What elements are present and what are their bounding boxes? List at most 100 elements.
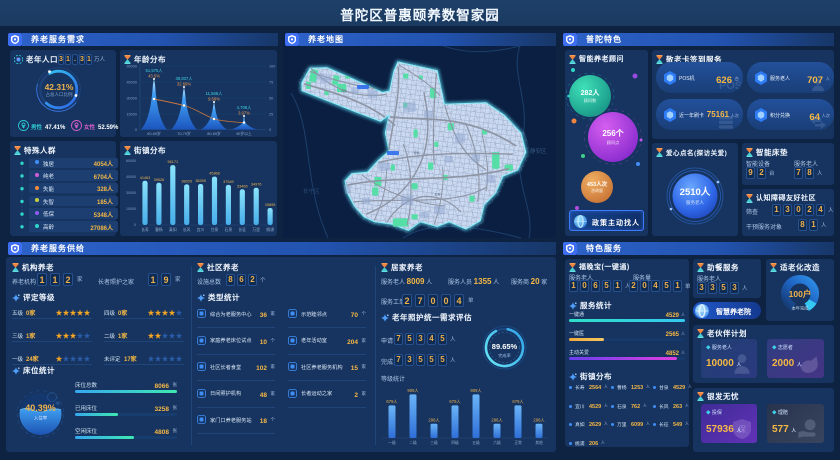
svg-text:★: ★	[63, 308, 70, 318]
svg-text:★: ★	[148, 308, 155, 318]
svg-text:入住率: 入住率	[34, 415, 48, 422]
svg-text:80-89岁: 80-89岁	[207, 131, 221, 137]
svg-text:★: ★	[70, 308, 77, 318]
svg-text:50: 50	[269, 97, 273, 102]
svg-text:60000: 60000	[126, 159, 136, 164]
svg-text:服务老人: 服务老人	[686, 199, 704, 206]
svg-text:9.58%: 9.58%	[208, 97, 220, 103]
svg-text:★: ★	[169, 331, 176, 341]
svg-text:正常: 正常	[514, 440, 522, 446]
svg-text:60000: 60000	[126, 65, 137, 70]
svg-text:33465: 33465	[237, 184, 248, 189]
svg-text:0: 0	[269, 128, 271, 133]
svg-text:★: ★	[162, 331, 169, 341]
svg-text:本年完成: 本年完成	[792, 305, 809, 312]
svg-text:★: ★	[155, 308, 162, 318]
svg-text:453人次: 453人次	[587, 180, 608, 188]
svg-text:★: ★	[77, 308, 84, 318]
svg-text:43.5%: 43.5%	[148, 74, 160, 80]
svg-text:75: 75	[269, 81, 273, 86]
svg-text:25: 25	[269, 113, 273, 118]
svg-text:38,837人: 38,837人	[176, 76, 194, 82]
svg-text:甘泉: 甘泉	[211, 227, 219, 233]
svg-text:296人: 296人	[428, 417, 440, 423]
svg-text:★: ★	[148, 331, 155, 341]
svg-text:679人: 679人	[386, 399, 398, 405]
svg-text:其他: 其他	[535, 440, 543, 446]
svg-text:56171: 56171	[168, 160, 179, 165]
svg-text:30000: 30000	[126, 191, 136, 196]
svg-text:★: ★	[63, 354, 70, 364]
svg-text:★: ★	[162, 354, 169, 364]
svg-text:★: ★	[84, 331, 91, 341]
svg-text:曹杨: 曹杨	[155, 227, 163, 233]
svg-text:一级: 一级	[388, 440, 396, 446]
svg-text:282人: 282人	[581, 88, 601, 98]
svg-text:100: 100	[269, 65, 275, 70]
svg-text:38029: 38029	[181, 179, 192, 184]
svg-text:★: ★	[56, 331, 63, 341]
svg-text:★: ★	[84, 308, 91, 318]
svg-text:40.39%: 40.39%	[25, 401, 56, 414]
svg-text:★: ★	[176, 331, 183, 341]
svg-text:静安区: 静安区	[530, 147, 547, 155]
svg-text:0: 0	[134, 223, 136, 228]
svg-text:咨询量: 咨询量	[591, 187, 603, 194]
svg-text:★: ★	[70, 354, 77, 364]
svg-text:四级: 四级	[451, 440, 459, 446]
svg-text:★: ★	[162, 308, 169, 318]
svg-text:真如: 真如	[341, 88, 347, 93]
svg-text:曹杨: 曹杨	[414, 150, 420, 155]
svg-text:679人: 679人	[449, 399, 461, 405]
svg-text:★: ★	[77, 354, 84, 364]
svg-text:长风: 长风	[183, 227, 191, 233]
svg-text:679人: 679人	[512, 399, 524, 405]
svg-text:296人: 296人	[491, 417, 503, 423]
svg-text:★: ★	[176, 308, 183, 318]
svg-text:★: ★	[77, 331, 84, 341]
svg-text:POS: POS	[719, 77, 742, 93]
svg-text:41463: 41463	[140, 176, 151, 181]
svg-text:38395: 38395	[195, 179, 206, 184]
svg-text:保: 保	[738, 424, 746, 435]
svg-text:★: ★	[148, 354, 155, 364]
svg-text:桃浦: 桃浦	[266, 227, 274, 233]
svg-text:★: ★	[70, 331, 77, 341]
svg-text:3.97%: 3.97%	[238, 111, 250, 117]
svg-text:60-69岁: 60-69岁	[147, 131, 161, 137]
svg-text:70-79岁: 70-79岁	[177, 131, 191, 137]
svg-text:45000: 45000	[126, 175, 136, 180]
svg-text:长寿: 长寿	[141, 227, 149, 233]
svg-text:完成率: 完成率	[498, 352, 511, 359]
svg-text:2510人: 2510人	[680, 184, 711, 198]
svg-text:★: ★	[84, 354, 91, 364]
svg-text:45000: 45000	[126, 81, 137, 86]
svg-text:256个: 256个	[602, 128, 624, 139]
svg-text:★: ★	[169, 354, 176, 364]
svg-text:100户: 100户	[789, 288, 812, 300]
svg-text:★: ★	[63, 331, 70, 341]
svg-text:34976: 34976	[251, 183, 262, 188]
svg-text:15895: 15895	[265, 203, 276, 208]
svg-text:909人: 909人	[407, 388, 419, 394]
svg-text:★: ★	[56, 308, 63, 318]
svg-text:五级: 五级	[472, 440, 480, 446]
svg-text:长宁区: 长宁区	[303, 187, 320, 195]
svg-text:宜川: 宜川	[197, 227, 205, 233]
svg-text:45368: 45368	[209, 172, 220, 177]
svg-text:909人: 909人	[470, 388, 482, 394]
svg-text:51,575人: 51,575人	[146, 68, 164, 74]
svg-text:15000: 15000	[126, 207, 136, 212]
svg-text:三级: 三级	[430, 440, 438, 446]
svg-text:长寿: 长寿	[434, 192, 440, 197]
svg-text:90岁以上: 90岁以上	[236, 131, 252, 137]
svg-text:二级: 二级	[409, 440, 417, 446]
svg-text:37549: 37549	[223, 180, 234, 185]
svg-text:11,568人: 11,568人	[206, 91, 223, 97]
svg-text:32.69%: 32.69%	[177, 82, 191, 88]
svg-text:顾问数: 顾问数	[584, 97, 597, 104]
svg-text:★: ★	[155, 331, 162, 341]
svg-text:★: ★	[169, 308, 176, 318]
svg-text:六级: 六级	[493, 440, 501, 446]
svg-text:0: 0	[135, 128, 137, 133]
